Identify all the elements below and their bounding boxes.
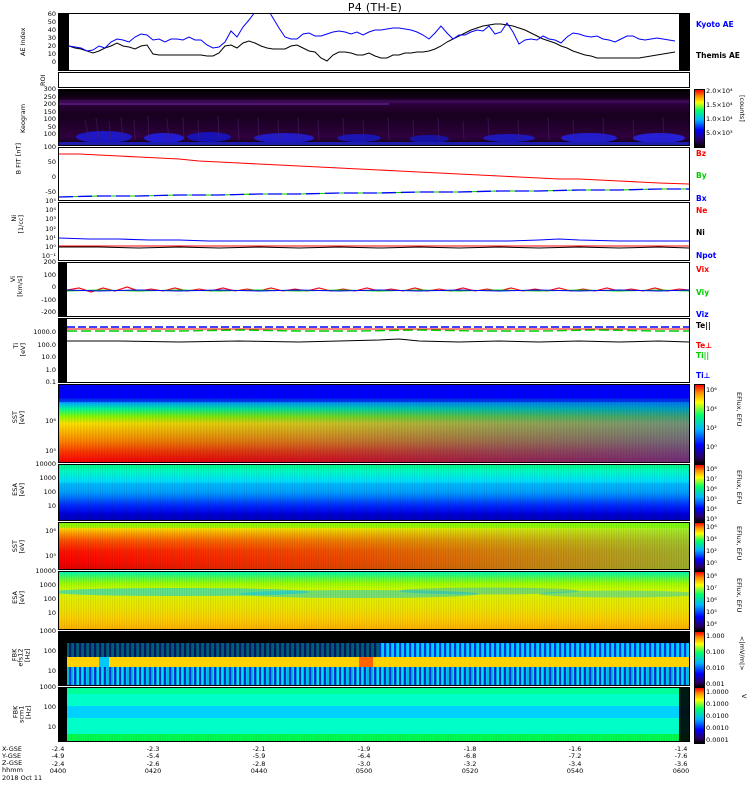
sst-electron-colorbar-caption: EFlux, EFU [735,392,743,427]
legend-ti-perp: Ti⊥ [696,371,711,380]
esa-electron-colorbar-ticks: 10⁸ 10⁷ 10⁶ 10⁵ 10⁴ 10³ [706,465,717,523]
legend-bx: Bx [696,194,707,203]
panel-esa-ion [58,571,690,630]
panel-b-fit-ylabel: B FIT [nT] [14,143,23,175]
legend-ne: Ne [696,206,708,215]
xaxis-tick-6: -1.4 -7.6 -3.6 0600 [672,745,690,776]
sst-ion-colorbar-ticks: 10⁶ 10⁴ 10² 10⁰ [706,523,717,567]
fbk-scm1-colorbar-ticks: 1.0000 0.1000 0.0100 0.0010 0.0001 [706,688,729,744]
legend-ti-par: Ti|| [696,351,710,360]
panel-roi [58,72,690,88]
keogram-colorbar [694,89,705,148]
legend-by: By [696,171,707,180]
panel-ni [58,202,690,261]
fbk-scm1-colorbar-caption: V [740,694,748,699]
xaxis-row-label-y-gse: Y-GSE [2,752,22,760]
legend-kyoto-ae: Kyoto AE [696,20,734,29]
fbk-efs12-colorbar-caption: <|mV/m|> [738,636,746,671]
panel-ni-yticks: 10⁵ 10⁴ 10³ 10² 10¹ 10⁰ 10⁻¹ [41,197,56,261]
xaxis-date-label: 2018 Oct 11 [2,774,43,782]
sst-electron-colorbar [694,384,705,465]
panel-sst-ion-yticks: 10⁶ 10⁵ [45,527,56,560]
panel-fbk-efs12-yticks: 1000 100 10 [39,627,56,675]
panel-sst-electron-ylabel: SST [eV] [11,411,26,425]
panel-vi [58,262,690,317]
panel-esa-electron [58,464,690,521]
fbk-scm1-colorbar [694,687,705,744]
legend-viy: Viy [696,288,710,297]
xaxis-tick-1: -2.3 -5.4 -2.6 0420 [144,745,162,776]
sst-electron-colorbar-ticks: 10⁶ 10⁴ 10² 10⁰ [706,386,717,451]
sst-ion-colorbar [694,522,705,572]
panel-keogram-yticks: 300 250 200 150 100 50 100 [43,85,56,138]
esa-electron-colorbar [694,464,705,523]
xaxis-tick-3: -1.9 -6.4 -3.0 0500 [355,745,373,776]
keogram-colorbar-caption: [counts] [738,95,746,122]
xaxis-tick-4: -1.8 -6.8 -3.2 0520 [461,745,479,776]
panel-fbk-scm1-yticks: 1000 100 10 [39,683,56,731]
xaxis-row-label-x-gse: X-GSE [2,745,22,753]
panel-sst-ion-ylabel: SST [eV] [11,540,26,554]
esa-ion-colorbar-ticks: 10⁸ 10⁷ 10⁶ 10⁵ 10⁴ [706,572,717,628]
panel-fbk-scm1 [58,687,690,742]
xaxis-tick-2: -2.1 -5.9 -2.8 0440 [250,745,268,776]
xaxis-tick-0: -2.4 -4.9 -2.4 0400 [49,745,67,776]
fbk-efs12-colorbar-ticks: 1.000 0.100 0.010 0.001 [706,632,725,688]
esa-ion-colorbar-caption: EFlux, EFU [735,578,743,613]
panel-sst-electron [58,384,690,463]
panel-fbk-efs12 [58,631,690,686]
panel-vi-yticks: 200 100 0 -100 -200 [41,258,56,316]
legend-bz: Bz [696,149,707,158]
xaxis-row-label-hhmm: hhmm [2,766,23,774]
panel-esa-ion-yticks: 10000 1000 100 10 [35,567,56,617]
panel-sst-electron-yticks: 10⁶ 10⁵ [45,417,56,455]
esa-ion-colorbar [694,571,705,632]
legend-viz: Viz [696,310,709,319]
panel-sst-ion [58,522,690,570]
xaxis-tick-5: -1.6 -7.2 -3.4 0540 [566,745,584,776]
panel-ti [58,318,690,383]
legend-themis-ae: Themis AE [696,51,740,60]
panel-ni-ylabel: Ni [1/cc] [10,215,25,234]
panel-ae-index [58,13,690,71]
panel-b-fit [58,147,690,201]
legend-te-perp: Te⊥ [696,341,713,350]
panel-b-fit-yticks: 100 50 0 -50 [43,143,56,196]
legend-te-par: Te|| [696,321,711,330]
legend-vix: Vix [696,265,710,274]
legend-npot: Npot [696,251,717,260]
fbk-efs12-colorbar [694,631,705,688]
sst-ion-colorbar-caption: EFlux, EFU [735,526,743,561]
panel-ae-yticks: 60 50 40 30 20 10 0 [47,10,56,66]
panel-keogram [58,89,690,146]
esa-electron-colorbar-caption: EFlux, EFU [735,470,743,505]
xaxis-row-label-z-gse: Z-GSE [2,759,23,767]
page-title: P4 (TH-E) [347,1,403,14]
keogram-colorbar-ticks: 2.0×10⁴ 1.5×10⁴ 1.0×10⁴ 5.0×10³ [706,87,733,137]
panel-esa-electron-yticks: 10000 1000 100 10 [35,460,56,510]
legend-ni: Ni [696,228,705,237]
panel-vi-ylabel: Vi [km/s] [9,276,24,297]
panel-ti-yticks: 1000.0 100.0 10.0 1.0 0.1 [33,328,56,386]
